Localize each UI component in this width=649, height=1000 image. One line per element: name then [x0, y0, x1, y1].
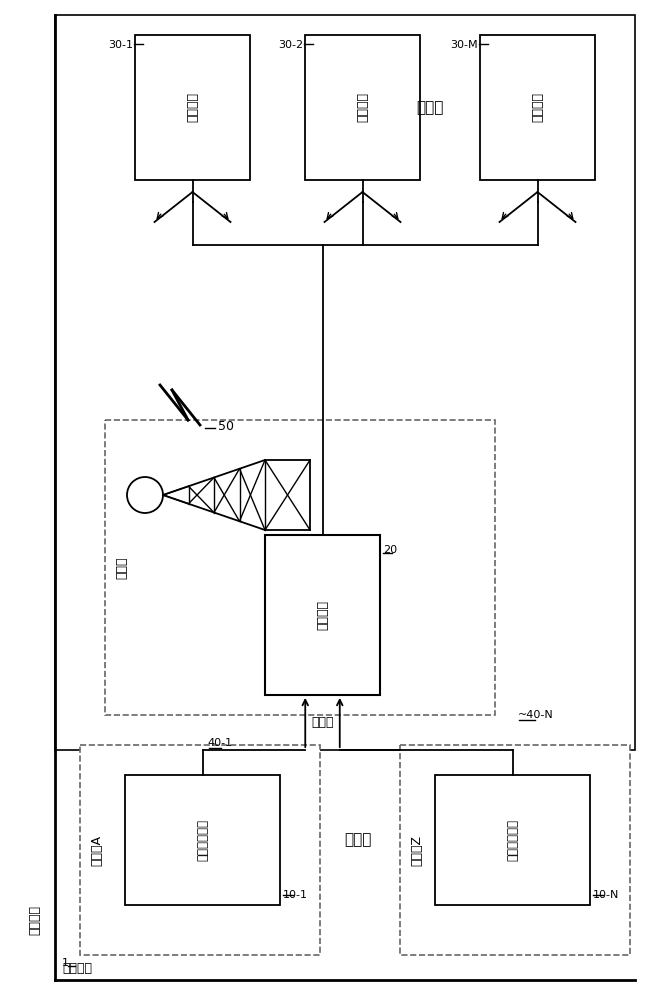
- Bar: [105, 420, 495, 715]
- Text: ・・・: ・・・: [312, 716, 334, 730]
- Text: 接收装置: 接收装置: [356, 93, 369, 122]
- Text: 广播站Z: 广播站Z: [411, 834, 424, 865]
- Text: 接收装置: 接收装置: [186, 93, 199, 122]
- Text: 30-M: 30-M: [450, 40, 478, 50]
- Text: 传输系统: 传输系统: [62, 962, 92, 975]
- Text: 10-N: 10-N: [593, 890, 619, 900]
- Bar: [125, 775, 280, 905]
- Bar: [305, 35, 420, 180]
- Bar: [80, 745, 320, 955]
- Text: ・・・: ・・・: [345, 832, 372, 848]
- Text: 发送站: 发送站: [116, 556, 129, 579]
- Text: 30-2: 30-2: [278, 40, 303, 50]
- Text: 数据处理装置: 数据处理装置: [506, 819, 519, 861]
- Text: 发送装置: 发送装置: [316, 600, 329, 630]
- Bar: [265, 535, 380, 695]
- Bar: [400, 745, 630, 955]
- Text: 广播站A: 广播站A: [90, 834, 103, 865]
- Text: 50: 50: [218, 420, 234, 433]
- Text: ・・・: ・・・: [416, 100, 444, 115]
- Text: 40-1: 40-1: [208, 738, 232, 748]
- Text: 10-1: 10-1: [283, 890, 308, 900]
- Text: 数据处理装置: 数据处理装置: [196, 819, 209, 861]
- Bar: [135, 35, 250, 180]
- Bar: [435, 775, 590, 905]
- Text: 传输系统: 传输系统: [29, 905, 42, 935]
- Bar: [55, 15, 635, 750]
- Text: 1: 1: [62, 958, 69, 968]
- Bar: [480, 35, 595, 180]
- Text: 20: 20: [383, 545, 397, 555]
- Text: ~40-N: ~40-N: [517, 710, 553, 720]
- Text: 30-1: 30-1: [108, 40, 133, 50]
- Text: 接收装置: 接收装置: [531, 93, 544, 122]
